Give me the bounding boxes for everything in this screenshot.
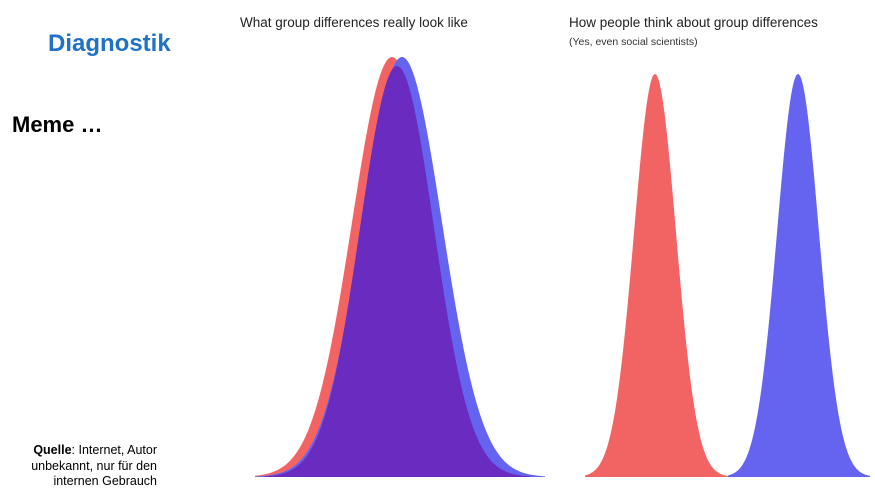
- left-overlap-curve: [265, 66, 530, 477]
- slide-subtitle: Meme …: [12, 112, 103, 137]
- distribution-curves: [255, 57, 870, 478]
- slide-title: Diagnostik: [48, 30, 171, 57]
- source-text: : Internet, Autor unbekannt, nur für den…: [31, 443, 157, 488]
- source-label: Quelle: [33, 443, 72, 457]
- right-red-curve: [585, 74, 730, 478]
- right-caption: How people think about group differences: [569, 15, 818, 30]
- right-blue-curve: [728, 74, 870, 477]
- source-note: Quelle: Internet, Autor unbekannt, nur f…: [0, 443, 157, 490]
- right-subcaption: (Yes, even social scientists): [569, 36, 698, 48]
- left-caption: What group differences really look like: [240, 15, 468, 30]
- meme-image: What group differences really look like …: [230, 0, 875, 497]
